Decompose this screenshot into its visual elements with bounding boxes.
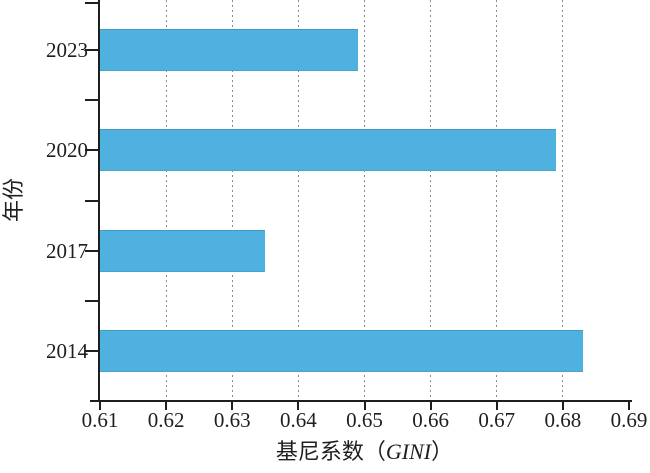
x-tick	[297, 402, 300, 410]
y-tick-label-2014: 2014	[46, 338, 88, 363]
gridline	[297, 0, 299, 400]
y-tick-label-2017: 2017	[46, 238, 88, 263]
gridline	[231, 0, 233, 400]
bar-2020	[100, 129, 557, 172]
y-tick-minor	[85, 299, 98, 302]
x-tick	[429, 402, 432, 410]
y-axis-title: 年份	[1, 178, 26, 223]
x-tick-label-0.63: 0.63	[213, 408, 251, 432]
x-tick-label-0.67: 0.67	[478, 408, 516, 432]
x-tick-label-0.68: 0.68	[544, 408, 582, 432]
bar-2023	[100, 29, 358, 72]
x-tick-label-0.62: 0.62	[147, 408, 185, 432]
y-tick-label-2023: 2023	[46, 38, 88, 63]
x-axis-title: 基尼系数（GINI）	[100, 437, 629, 467]
y-tick-major	[85, 249, 98, 252]
x-tick-label-0.69: 0.69	[610, 408, 648, 432]
gridline	[496, 0, 498, 400]
x-tick	[495, 402, 498, 410]
x-tick	[628, 402, 630, 410]
y-tick-minor	[85, 2, 98, 4]
x-tick	[363, 402, 366, 410]
y-tick-minor	[85, 199, 98, 202]
x-axis-title-gini: GINI	[385, 439, 432, 464]
gridline	[562, 0, 564, 400]
x-tick-label-0.65: 0.65	[346, 408, 383, 432]
bar-2014	[100, 329, 583, 372]
x-tick	[231, 402, 234, 410]
y-tick-major	[85, 349, 98, 352]
plot-area	[100, 0, 629, 401]
bar-2017	[100, 229, 266, 272]
x-tick-label-0.61: 0.61	[81, 408, 119, 432]
x-axis-title-prefix: 基尼系数（	[275, 439, 386, 464]
x-tick-label-0.66: 0.66	[412, 408, 449, 432]
x-axis-spine	[90, 400, 632, 402]
y-tick-label-2020: 2020	[46, 138, 88, 163]
gridline	[364, 0, 365, 400]
x-tick	[561, 402, 564, 410]
y-tick-major	[85, 149, 98, 152]
y-axis-spine	[98, 0, 100, 401]
y-tick-minor	[85, 99, 98, 102]
x-axis-title-suffix: ）	[431, 439, 454, 464]
x-tick-label-0.64: 0.64	[280, 408, 317, 432]
gridline	[165, 0, 167, 400]
x-tick	[165, 402, 168, 410]
gridline	[430, 0, 432, 400]
y-tick-major	[85, 49, 98, 52]
x-tick	[99, 402, 101, 410]
